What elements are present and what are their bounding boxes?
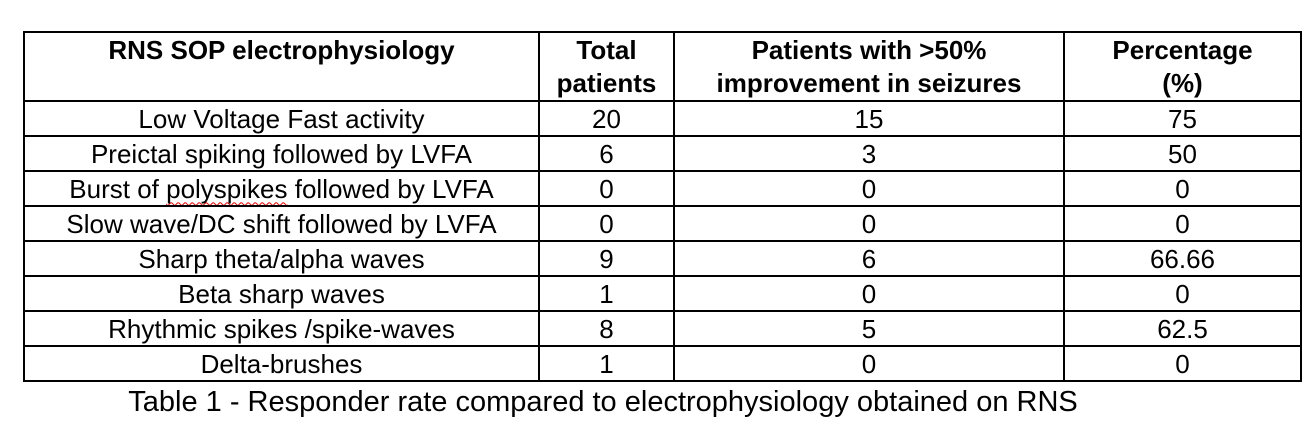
misspelled-word: polyspikes [166, 173, 288, 204]
table-row: Sharp theta/alpha waves 9 6 66.66 [23, 240, 1302, 277]
improved-patients-cell: 5 [673, 310, 1065, 347]
label-text: Burst of [69, 173, 167, 204]
improved-patients-cell: 3 [673, 135, 1065, 172]
label-text: followed by LVFA [287, 173, 494, 204]
improved-patients-cell: 6 [673, 240, 1065, 277]
table-row: Rhythmic spikes /spike-waves 8 5 62.5 [23, 310, 1302, 347]
table-row: Burst of polyspikes followed by LVFA 0 0… [23, 170, 1302, 207]
column-header-improvement: Patients with >50% improvement in seizur… [673, 31, 1065, 102]
row-label-cell: Preictal spiking followed by LVFA [23, 135, 540, 172]
total-patients-cell: 0 [538, 205, 675, 242]
total-patients-cell: 0 [538, 170, 675, 207]
table-row: Low Voltage Fast activity 20 15 75 [23, 100, 1302, 137]
percentage-cell: 66.66 [1063, 240, 1302, 277]
row-label-cell: Burst of polyspikes followed by LVFA [23, 170, 540, 207]
total-patients-cell: 20 [538, 100, 675, 137]
improved-patients-cell: 15 [673, 100, 1065, 137]
percentage-cell: 0 [1063, 275, 1302, 312]
total-patients-cell: 6 [538, 135, 675, 172]
row-label-cell: Sharp theta/alpha waves [23, 240, 540, 277]
improved-patients-cell: 0 [673, 170, 1065, 207]
total-patients-cell: 1 [538, 275, 675, 312]
percentage-cell: 0 [1063, 170, 1302, 207]
row-label-cell: Rhythmic spikes /spike-waves [23, 310, 540, 347]
responder-rate-table: RNS SOP electrophysiology Total patients… [23, 31, 1302, 382]
table-header-row: RNS SOP electrophysiology Total patients… [23, 31, 1302, 102]
table-caption: Table 1 - Responder rate compared to ele… [128, 386, 1078, 418]
improved-patients-cell: 0 [673, 345, 1065, 382]
improved-patients-cell: 0 [673, 205, 1065, 242]
percentage-cell: 75 [1063, 100, 1302, 137]
table-row: Slow wave/DC shift followed by LVFA 0 0 … [23, 205, 1302, 242]
column-header-percentage: Percentage (%) [1063, 31, 1302, 102]
table-row: Preictal spiking followed by LVFA 6 3 50 [23, 135, 1302, 172]
table-row: Delta-brushes 1 0 0 [23, 345, 1302, 382]
percentage-cell: 62.5 [1063, 310, 1302, 347]
row-label-cell: Beta sharp waves [23, 275, 540, 312]
total-patients-cell: 8 [538, 310, 675, 347]
percentage-cell: 0 [1063, 345, 1302, 382]
row-label-cell: Low Voltage Fast activity [23, 100, 540, 137]
total-patients-cell: 1 [538, 345, 675, 382]
table-row: Beta sharp waves 1 0 0 [23, 275, 1302, 312]
percentage-cell: 0 [1063, 205, 1302, 242]
percentage-cell: 50 [1063, 135, 1302, 172]
row-label-cell: Slow wave/DC shift followed by LVFA [23, 205, 540, 242]
row-label-cell: Delta-brushes [23, 345, 540, 382]
column-header-total-patients: Total patients [538, 31, 675, 102]
improved-patients-cell: 0 [673, 275, 1065, 312]
total-patients-cell: 9 [538, 240, 675, 277]
column-header-electrophysiology: RNS SOP electrophysiology [23, 31, 540, 102]
